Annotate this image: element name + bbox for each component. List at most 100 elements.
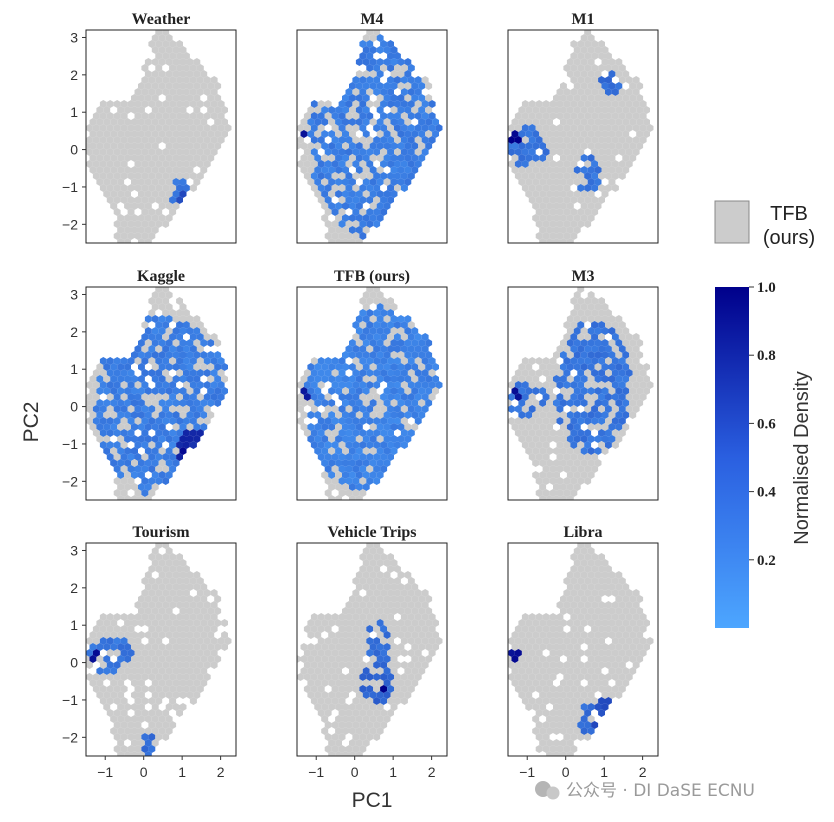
hex-cell-tfb	[636, 643, 644, 651]
hex-cell-tfb	[608, 667, 616, 675]
hex-cell-tfb	[338, 721, 346, 729]
hex-cell-tfb	[397, 691, 405, 699]
hex-cell-tfb	[366, 100, 374, 108]
hex-cell-dataset	[176, 417, 183, 425]
hex-cell-tfb	[352, 613, 360, 621]
hex-cell-tfb	[528, 661, 536, 669]
hex-cell-tfb	[380, 721, 388, 729]
hex-cell-dataset	[355, 142, 363, 150]
hex-cell-tfb	[362, 34, 370, 42]
hex-cell-tfb	[373, 721, 381, 729]
hex-cell-tfb	[359, 565, 367, 573]
hex-cell-tfb	[321, 703, 329, 711]
hex-cell-dataset	[373, 64, 381, 72]
hex-cell-tfb	[127, 637, 135, 645]
hex-cell-tfb	[103, 106, 111, 114]
hex-cell-tfb	[549, 369, 557, 377]
hex-cell-tfb	[124, 118, 131, 126]
hex-cell-tfb	[362, 303, 370, 311]
colorbar: 0.20.40.60.81.0 Normalised Density	[715, 280, 813, 628]
hex-cell-tfb	[134, 148, 142, 156]
hex-cell-tfb	[214, 607, 222, 615]
hex-cell-tfb	[297, 673, 304, 681]
hex-cell-tfb	[103, 118, 111, 126]
hex-cell-tfb	[584, 208, 592, 216]
hex-cell-tfb	[553, 178, 560, 186]
hex-cell-tfb	[591, 136, 599, 144]
hex-cell-dataset	[598, 417, 605, 425]
hex-cell-tfb	[563, 196, 571, 204]
hex-cell-tfb	[432, 643, 439, 651]
hex-cell-tfb	[200, 327, 208, 335]
hex-cell-tfb	[207, 607, 215, 615]
hex-cell-tfb	[324, 393, 332, 401]
hex-cell-tfb	[310, 697, 318, 705]
hex-cell-dataset	[594, 375, 602, 383]
hex-cell-dataset	[303, 381, 311, 389]
hex-cell-tfb	[359, 649, 367, 657]
hex-cell-tfb	[127, 625, 135, 633]
hex-cell-dataset	[570, 393, 578, 401]
hex-cell-tfb	[113, 148, 121, 156]
hex-cell-tfb	[120, 148, 128, 156]
hex-cell-dataset	[380, 100, 388, 108]
hex-cell-tfb	[605, 381, 612, 389]
hex-cell-tfb	[113, 112, 121, 120]
hex-cell-dataset	[328, 399, 336, 407]
hex-cell-tfb	[352, 333, 360, 341]
hex-cell-dataset	[189, 405, 197, 413]
hex-cell-tfb	[369, 291, 377, 299]
hex-cell-dataset	[138, 423, 145, 431]
hex-cell-tfb	[158, 715, 166, 723]
hex-cell-tfb	[162, 661, 170, 669]
hex-cell-dataset	[342, 399, 349, 407]
hex-cell-tfb	[151, 559, 159, 567]
hex-cell-tfb	[411, 106, 419, 114]
hex-cell-tfb	[587, 291, 595, 299]
hex-cell-tfb	[331, 369, 339, 377]
hex-cell-tfb	[587, 471, 595, 479]
hex-cell-tfb	[113, 232, 121, 240]
hex-cell-tfb	[186, 315, 194, 323]
hex-cell-tfb	[573, 291, 581, 299]
hex-cell-tfb	[553, 411, 560, 419]
hex-cell-tfb	[573, 667, 581, 675]
hex-cell-tfb	[532, 106, 540, 114]
hex-cell-dataset	[383, 130, 391, 138]
hex-cell-dataset	[207, 339, 215, 347]
hex-cell-dataset	[373, 136, 381, 144]
hex-cell-dataset	[127, 417, 135, 425]
hex-cell-tfb	[179, 58, 187, 66]
hex-cell-tfb	[162, 52, 170, 60]
hex-cell-dataset	[366, 148, 374, 156]
hex-cell-tfb	[110, 142, 118, 150]
hex-cell-dataset	[376, 70, 384, 78]
hex-cell-dataset	[349, 82, 356, 90]
hex-cell-tfb	[532, 703, 540, 711]
hex-cell-tfb	[369, 571, 377, 579]
hex-cell-tfb	[539, 423, 547, 431]
hex-cell-tfb	[605, 160, 612, 168]
hex-cell-dataset	[400, 441, 408, 449]
hex-cell-tfb	[556, 184, 564, 192]
hex-cell-tfb	[404, 82, 412, 90]
hex-cell-dataset	[217, 381, 225, 389]
hex-cell-tfb	[134, 124, 142, 132]
hex-cell-tfb	[113, 220, 121, 228]
hex-cell-tfb	[162, 196, 170, 204]
hex-cell-tfb	[542, 721, 550, 729]
hex-cell-tfb	[566, 679, 574, 687]
hex-cell-dataset	[165, 447, 173, 455]
hex-cell-tfb	[556, 721, 564, 729]
hex-cell-tfb	[611, 160, 619, 168]
hex-cell-tfb	[639, 393, 647, 401]
hex-cell-tfb	[103, 166, 111, 174]
hex-cell-tfb	[124, 631, 131, 639]
hex-cell-tfb	[342, 619, 349, 627]
hex-cell-dataset	[138, 387, 145, 395]
hex-cell-tfb	[528, 381, 536, 389]
hex-cell-dataset	[355, 94, 363, 102]
hex-cell-dataset	[397, 154, 405, 162]
hex-cell-tfb	[99, 112, 107, 120]
hex-cell-tfb	[117, 118, 125, 126]
